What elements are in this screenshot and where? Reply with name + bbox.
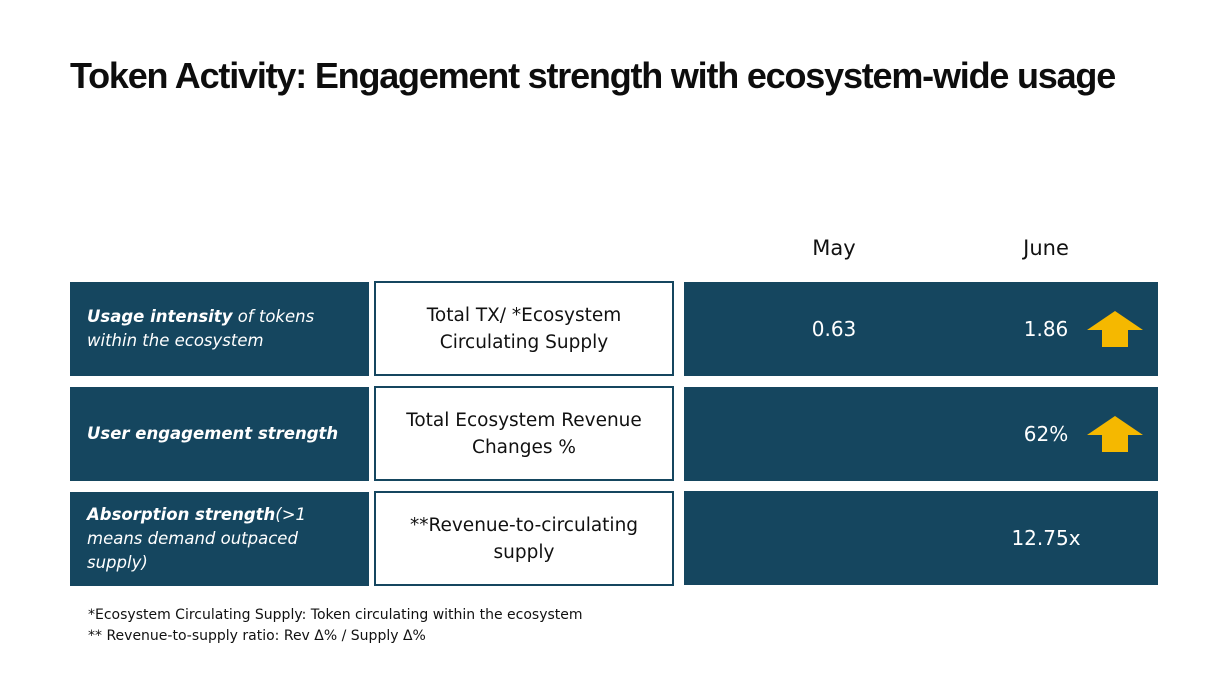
metric-label: Usage intensity of tokens within the eco… xyxy=(87,305,359,353)
value-june: 1.86 xyxy=(1023,317,1069,341)
metric-label-bold: Absorption strength xyxy=(87,505,276,524)
footnotes: *Ecosystem Circulating Supply: Token cir… xyxy=(88,605,583,647)
metric-user-engagement-strength: User engagement strength xyxy=(70,387,369,481)
metric-label-bold: User engagement strength xyxy=(87,424,339,443)
value-may xyxy=(764,491,904,585)
metric-label: User engagement strength xyxy=(87,422,338,446)
value-june: 62% xyxy=(1023,422,1069,446)
values-user-engagement-strength: 62% xyxy=(684,387,1158,481)
metric-label-bold: Usage intensity xyxy=(87,307,233,326)
values-absorption-strength: 12.75x xyxy=(684,491,1158,585)
column-header-june: June xyxy=(1023,236,1069,260)
metric-label-rest: (>1 means demand outpaced supply) xyxy=(87,505,307,572)
metric-label: Absorption strength(>1 means demand outp… xyxy=(87,503,359,575)
up-arrow-icon xyxy=(1087,311,1143,347)
footnote-circulating-supply: *Ecosystem Circulating Supply: Token cir… xyxy=(88,607,583,623)
column-header-may: May xyxy=(812,236,856,260)
values-usage-intensity: 0.63 1.86 xyxy=(684,282,1158,376)
metric-usage-intensity: Usage intensity of tokens within the eco… xyxy=(70,282,369,376)
formula-user-engagement-strength: Total Ecosystem Revenue Changes % xyxy=(374,386,674,481)
formula-absorption-strength: **Revenue-to-circulating supply xyxy=(374,491,674,586)
value-may: 0.63 xyxy=(811,317,857,341)
up-arrow-icon xyxy=(1087,416,1143,452)
metric-label-rest: of tokens within the ecosystem xyxy=(87,307,315,350)
value-may xyxy=(764,387,904,481)
value-june: 12.75x xyxy=(1011,526,1081,550)
footnote-revenue-to-supply: ** Revenue-to-supply ratio: Rev Δ% / Sup… xyxy=(88,628,426,644)
page-title: Token Activity: Engagement strength with… xyxy=(70,55,1116,96)
metric-absorption-strength: Absorption strength(>1 means demand outp… xyxy=(70,492,369,586)
formula-usage-intensity: Total TX/ *Ecosystem Circulating Supply xyxy=(374,281,674,376)
